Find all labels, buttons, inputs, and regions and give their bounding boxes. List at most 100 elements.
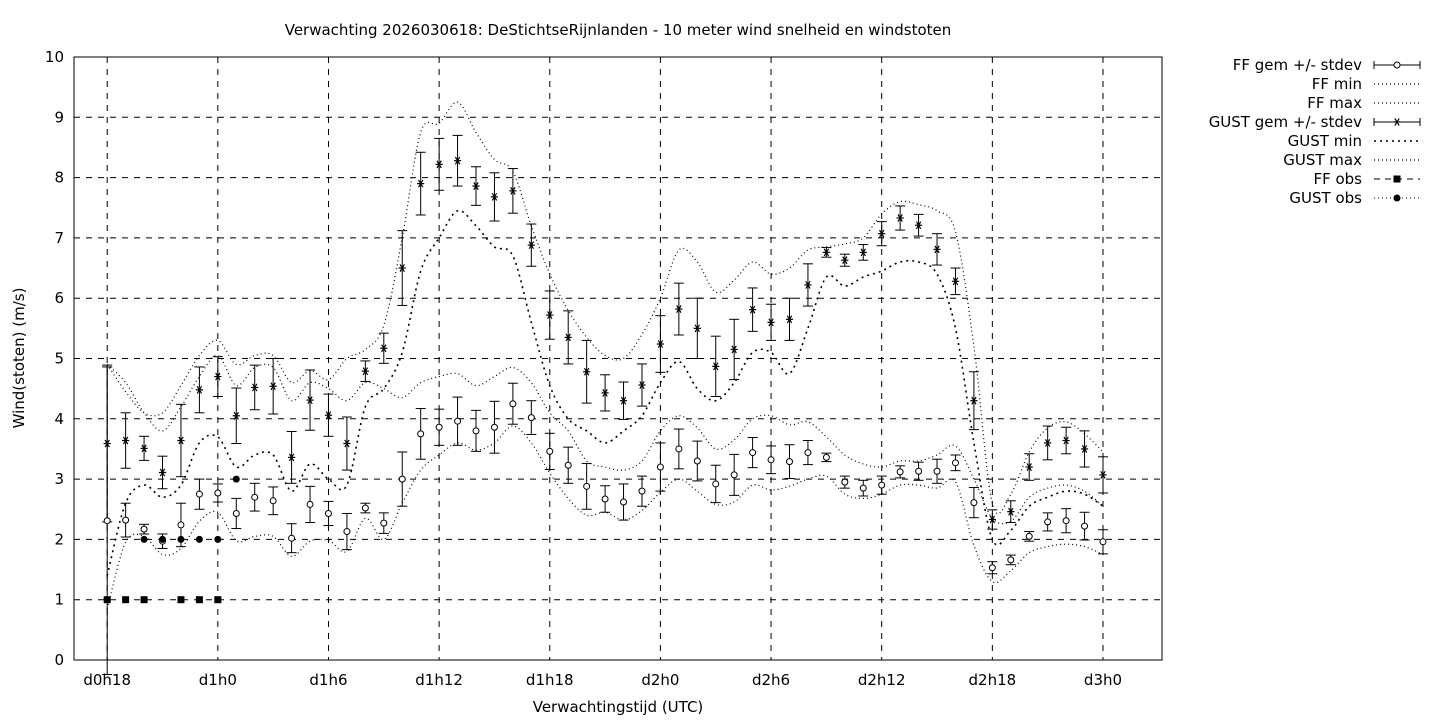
gust-mean-point	[177, 436, 185, 445]
gust-obs-point	[159, 535, 167, 543]
y-tick-label: 4	[54, 410, 64, 428]
ff-obs-point	[122, 596, 130, 604]
ff-mean-point	[103, 517, 111, 525]
plot-frame	[73, 56, 1163, 661]
gust-mean-point	[933, 245, 941, 254]
gust-mean-point	[749, 305, 757, 314]
y-tick-label: 9	[54, 108, 64, 126]
legend-label: GUST gem +/- stdev	[1209, 113, 1362, 131]
gust-mean-point	[546, 311, 554, 319]
gust-mean-point	[601, 388, 609, 397]
legend-label: GUST min	[1288, 132, 1362, 150]
ff-mean-point	[951, 459, 959, 467]
x-tick-label: d1h18	[526, 671, 574, 689]
gust-mean-point	[1007, 507, 1015, 516]
ff-mean-point	[269, 497, 277, 505]
ff-mean-point	[804, 449, 812, 457]
gust-mean-point	[914, 221, 923, 230]
gust-mean-point	[343, 439, 351, 448]
ff-mean-point	[878, 481, 886, 489]
y-tick-label: 0	[54, 651, 64, 669]
x-tick-label: d3h0	[1084, 671, 1122, 689]
ff-mean-point	[601, 495, 609, 503]
gust-mean-point	[380, 344, 388, 353]
y-tick-label: 2	[54, 530, 64, 548]
gust-mean-point	[878, 229, 886, 238]
gust-mean-point	[1080, 445, 1089, 453]
ff-mean-point	[472, 427, 480, 435]
y-tick-label: 6	[54, 289, 64, 307]
gust-mean-point	[214, 372, 222, 381]
gust-mean-point	[472, 182, 480, 190]
ff-mean-point	[767, 456, 775, 464]
chart-title: Verwachting 2026030618: DeStichtseRijnla…	[285, 21, 952, 39]
ff-mean-point	[232, 509, 240, 517]
x-tick-label: d1h0	[199, 671, 237, 689]
ff-mean-point	[656, 463, 664, 471]
ff-mean-point	[970, 499, 978, 507]
gust-mean-point	[417, 179, 425, 188]
gust-mean-point	[730, 345, 738, 354]
gust-mean-point	[675, 305, 683, 313]
gust-mean-point	[251, 383, 259, 392]
ff-mean-point	[693, 457, 701, 465]
gust-mean-point	[435, 160, 443, 169]
ff-mean-point	[361, 504, 369, 512]
y-tick-label: 7	[54, 229, 64, 247]
gust-mean-point	[158, 468, 167, 477]
data-markers	[103, 156, 1107, 604]
legend-gust-min: GUST min	[1288, 132, 1420, 150]
gust-mean-point	[859, 248, 867, 257]
ff-mean-point	[490, 423, 498, 431]
legend-gust-max: GUST max	[1283, 151, 1420, 169]
gust-mean-point	[638, 381, 646, 389]
ff-mean-point	[1081, 522, 1089, 530]
ff-obs-point	[195, 596, 203, 604]
gust-mean-point	[122, 436, 130, 445]
gust-mean-point	[841, 256, 849, 265]
legend-gust-obs: GUST obs	[1289, 189, 1420, 207]
ff-mean-point	[398, 475, 406, 483]
ff-mean-point	[122, 516, 130, 524]
x-tick-label: d2h18	[969, 671, 1017, 689]
ff-mean-point	[177, 521, 185, 529]
error-bars	[102, 134, 1108, 675]
ff-mean-point	[214, 489, 222, 497]
ff-mean-point	[638, 487, 646, 495]
legend-label: FF min	[1312, 75, 1362, 93]
gust-mean-point	[398, 264, 406, 272]
ff-mean-point	[509, 400, 517, 408]
ff-mean-point	[749, 449, 757, 457]
ff-obs-point	[103, 596, 111, 604]
x-tick-label: d2h12	[858, 671, 906, 689]
ff-mean-point	[915, 467, 923, 475]
gust-mean-point	[140, 444, 148, 453]
ff-mean-point	[1025, 532, 1033, 540]
gust-mean-point	[527, 241, 535, 250]
y-tick-label: 10	[45, 48, 64, 66]
ff-mean-point	[564, 461, 572, 469]
grid-lines	[74, 57, 1162, 660]
gust-mean-point	[490, 192, 499, 201]
ff-mean-point	[822, 453, 830, 461]
legend-label: GUST obs	[1289, 189, 1362, 207]
gust-max-line	[106, 101, 1104, 515]
gust-mean-point	[970, 396, 978, 405]
x-axis-label: Verwachtingstijd (UTC)	[533, 698, 704, 716]
y-tick-label: 1	[54, 591, 64, 609]
gust-obs-point	[140, 535, 148, 543]
ff-mean-point	[527, 414, 535, 422]
legend-label: FF gem +/- stdev	[1233, 56, 1362, 74]
gust-mean-point	[103, 439, 111, 448]
x-tick-labels: d0h18 d1h0 d1h6 d1h12 d1h18 d2h0 d2h6 d2h12 d2h1…	[83, 671, 1122, 689]
ff-mean-point	[306, 500, 314, 508]
y-axis-label: Wind(stoten) (m/s)	[10, 288, 28, 429]
ff-mean-point	[417, 430, 425, 438]
gust-mean-point	[583, 367, 591, 376]
ff-mean-point	[583, 482, 591, 490]
legend-gust-mean: GUST gem +/- stdev	[1209, 113, 1421, 131]
gust-obs-point	[214, 535, 222, 543]
gust-mean-point	[288, 453, 296, 462]
x-tick-label: d2h0	[641, 671, 679, 689]
